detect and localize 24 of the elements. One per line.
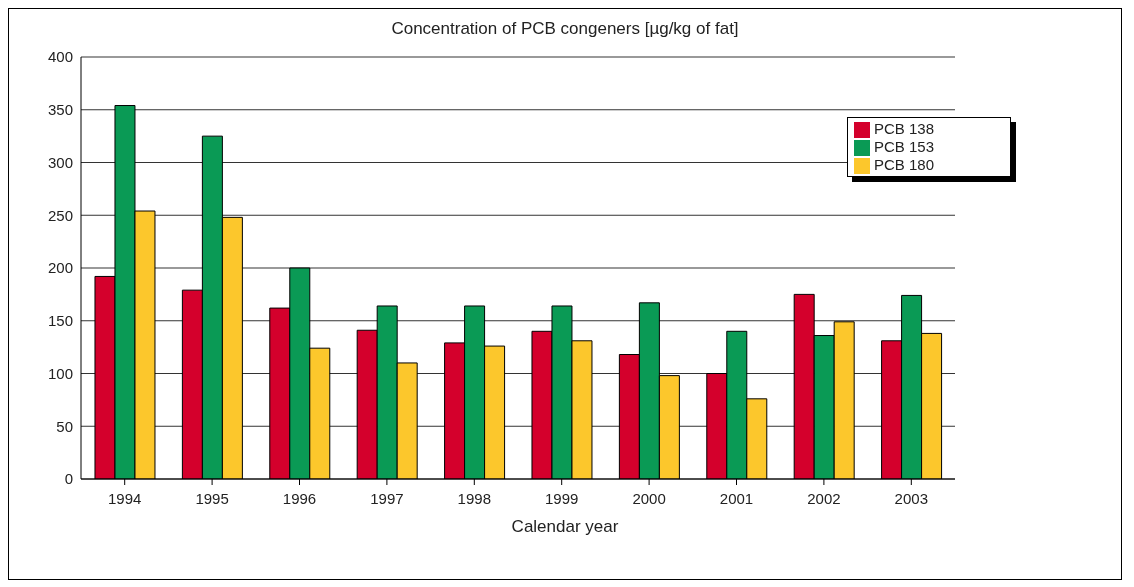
- x-tick-label: 2002: [807, 489, 841, 507]
- x-tick-label: 2000: [632, 489, 666, 507]
- y-tick-label: 350: [47, 101, 73, 119]
- x-tick-label: 2001: [719, 489, 754, 507]
- y-tick-label: 50: [56, 417, 73, 435]
- y-tick-label: 100: [47, 364, 73, 382]
- legend-label: PCB 138: [874, 120, 935, 137]
- y-tick-label: 300: [47, 153, 73, 171]
- x-tick-label: 1995: [195, 489, 229, 507]
- x-tick-label: 1994: [108, 489, 142, 507]
- x-tick-label: 1997: [370, 489, 404, 507]
- y-tick-label: 0: [64, 470, 73, 488]
- legend-label: PCB 180: [874, 156, 935, 173]
- x-tick-label: 1999: [545, 489, 579, 507]
- chart-title: Concentration of PCB congeners [µg/kg of fat]: [390, 19, 740, 39]
- x-tick-label: 1996: [282, 489, 317, 507]
- y-tick-label: 400: [47, 48, 73, 66]
- y-tick-label: 200: [47, 259, 73, 277]
- x-tick-label: 2003: [894, 489, 928, 507]
- legend-label: PCB 153: [874, 138, 935, 155]
- y-tick-label: 250: [47, 206, 73, 224]
- x-tick-label: 1998: [457, 489, 491, 507]
- y-tick-label: 150: [47, 312, 73, 330]
- x-axis-title: Calendar year: [510, 517, 620, 537]
